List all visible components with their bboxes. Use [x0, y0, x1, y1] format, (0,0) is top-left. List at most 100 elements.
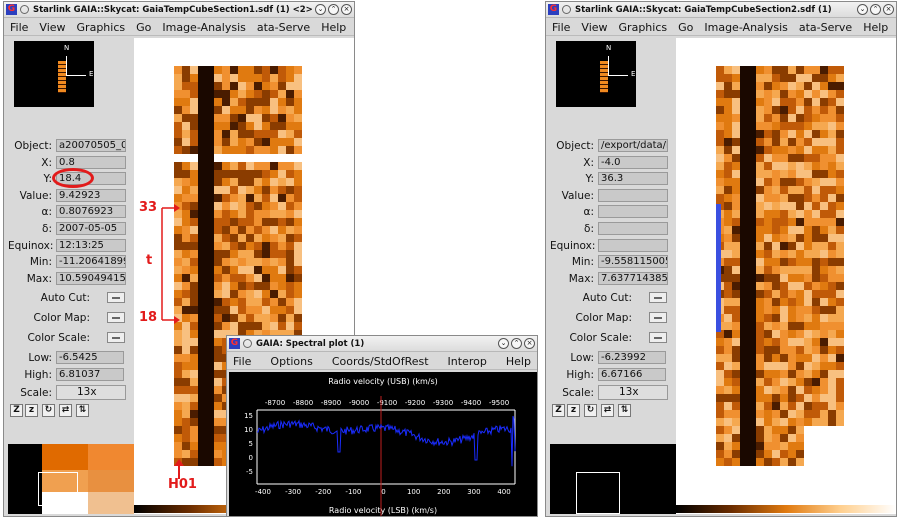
menu-help[interactable]: Help: [505, 354, 531, 368]
menu-interop[interactable]: Interop: [447, 354, 487, 368]
image-pixel: [222, 122, 230, 130]
rotate-icon[interactable]: ↻: [42, 404, 55, 417]
image-pixel: [836, 226, 844, 234]
menu-coords[interactable]: Coords/StdOfRest: [331, 354, 429, 368]
image-pixel: [214, 402, 222, 410]
field-value-5: 2007-05-05: [56, 222, 126, 235]
zoom-out-icon[interactable]: Z: [552, 404, 565, 417]
field-value-5: [598, 222, 668, 235]
spectral-plot-canvas[interactable]: Radio velocity (USB) (km/s) Radio veloci…: [229, 372, 537, 516]
close-icon[interactable]: ×: [524, 338, 535, 349]
auto-cut-menu-button[interactable]: [649, 292, 667, 303]
spectral-titlebar[interactable]: G GAIA: Spectral plot (1) ⌄ ⌃ ×: [227, 336, 537, 352]
low-cut-input[interactable]: -6.23992: [598, 351, 666, 364]
image-pixel: [724, 74, 732, 82]
image-pixel: [788, 178, 796, 186]
menu-image-analysis[interactable]: Image-Analysis: [162, 20, 246, 34]
image-pixel: [780, 74, 788, 82]
image-pixel: [724, 354, 732, 362]
image-pixel: [772, 106, 780, 114]
image-pixel: [222, 306, 230, 314]
flip-y-icon[interactable]: ⇅: [76, 404, 89, 417]
scale-dropdown[interactable]: 13x: [56, 385, 126, 400]
minimize-icon[interactable]: ⌄: [857, 4, 868, 15]
image-pixel: [182, 250, 190, 258]
window-2-titlebar[interactable]: G Starlink GAIA::Skycat: GaiaTempCubeSec…: [546, 2, 896, 18]
image-pixel: [836, 282, 844, 290]
menu-go[interactable]: Go: [136, 20, 152, 34]
image-pixel: [206, 322, 214, 330]
maximize-icon[interactable]: ⌃: [328, 4, 339, 15]
image-pixel: [796, 338, 804, 346]
minimize-icon[interactable]: ⌄: [498, 338, 509, 349]
image-pixel: [254, 330, 262, 338]
zoom-in-icon[interactable]: z: [25, 404, 38, 417]
window-menu-icon[interactable]: [20, 5, 29, 14]
image-pixel: [740, 106, 748, 114]
color-scale-menu-button[interactable]: [107, 332, 125, 343]
flip-y-icon[interactable]: ⇅: [618, 404, 631, 417]
image-pixel: [198, 386, 206, 394]
high-cut-input[interactable]: 6.67166: [598, 368, 666, 381]
menu-file[interactable]: File: [10, 20, 29, 34]
color-map-menu-button[interactable]: [649, 312, 667, 323]
y-tick-label: 15: [244, 412, 253, 420]
high-cut-input[interactable]: 6.81037: [56, 368, 124, 381]
image-pixel: [820, 330, 828, 338]
auto-cut-menu-button[interactable]: [107, 292, 125, 303]
image-pixel: [764, 210, 772, 218]
zoom-in-icon[interactable]: z: [567, 404, 580, 417]
low-cut-input[interactable]: -6.5425: [56, 351, 124, 364]
window-1-titlebar[interactable]: G Starlink GAIA::Skycat: GaiaTempCubeSec…: [4, 2, 354, 18]
menu-graphics[interactable]: Graphics: [618, 20, 668, 34]
compass-panel[interactable]: N E: [556, 41, 636, 107]
field-value-0: /export/data/l: [598, 139, 668, 152]
image-pixel: [748, 402, 756, 410]
image-pixel: [812, 442, 820, 450]
rotate-icon[interactable]: ↻: [584, 404, 597, 417]
image-pixel: [214, 122, 222, 130]
maximize-icon[interactable]: ⌃: [511, 338, 522, 349]
menu-image-analysis[interactable]: Image-Analysis: [704, 20, 788, 34]
maximize-icon[interactable]: ⌃: [870, 4, 881, 15]
minimize-icon[interactable]: ⌄: [315, 4, 326, 15]
image-pixel: [812, 274, 820, 282]
flip-x-icon[interactable]: ⇄: [601, 404, 614, 417]
image-pixel: [214, 82, 222, 90]
compass-panel[interactable]: N E: [14, 41, 94, 107]
menu-help[interactable]: Help: [863, 20, 889, 34]
menu-file[interactable]: File: [552, 20, 571, 34]
image-display-area-1[interactable]: [134, 38, 354, 514]
scale-dropdown[interactable]: 13x: [598, 385, 668, 400]
image-pixel: [246, 242, 254, 250]
menu-options[interactable]: Options: [270, 354, 313, 368]
menu-view[interactable]: View: [39, 20, 66, 34]
zoom-out-icon[interactable]: Z: [10, 404, 23, 417]
image-pixel: [812, 322, 820, 330]
image-display-area-2[interactable]: [676, 38, 896, 514]
image-pixel: [812, 66, 820, 74]
image-pixel: [756, 154, 764, 162]
color-map-menu-button[interactable]: [107, 312, 125, 323]
close-icon[interactable]: ×: [883, 4, 894, 15]
menu-data-servers[interactable]: ata-Serve: [256, 20, 311, 34]
menu-view[interactable]: View: [581, 20, 608, 34]
image-pixel: [772, 442, 780, 450]
flip-x-icon[interactable]: ⇄: [59, 404, 72, 417]
image-pixel: [772, 402, 780, 410]
color-scale-menu-button[interactable]: [649, 332, 667, 343]
menu-graphics[interactable]: Graphics: [76, 20, 126, 34]
image-pixel: [764, 434, 772, 442]
high-label: High:: [24, 369, 52, 381]
image-pixel: [286, 194, 294, 202]
image-pixel: [780, 210, 788, 218]
image-pixel: [206, 410, 214, 418]
image-pixel: [820, 170, 828, 178]
menu-help[interactable]: Help: [321, 20, 347, 34]
close-icon[interactable]: ×: [341, 4, 352, 15]
menu-data-servers[interactable]: ata-Serve: [798, 20, 853, 34]
window-menu-icon[interactable]: [562, 5, 571, 14]
window-menu-icon[interactable]: [243, 339, 252, 348]
menu-file[interactable]: File: [233, 354, 252, 368]
menu-go[interactable]: Go: [678, 20, 694, 34]
